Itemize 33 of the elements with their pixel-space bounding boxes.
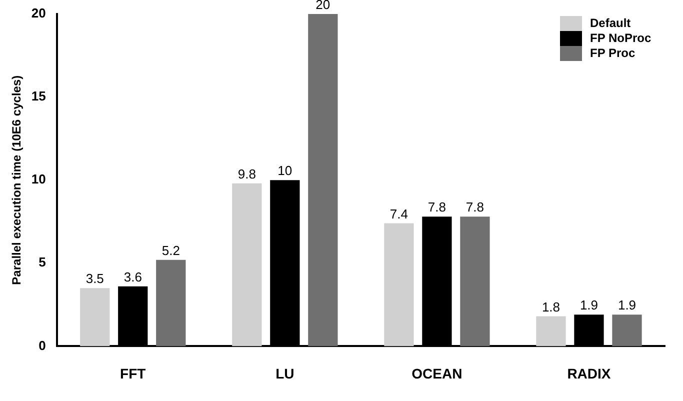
- data-label: 7.8: [466, 200, 484, 215]
- x-tick-label: FFT: [120, 365, 146, 382]
- y-tick-label: 10: [31, 172, 46, 187]
- y-axis-title: Parallel execution time (10E6 cycles): [10, 75, 24, 285]
- legend-label: FP NoProc: [590, 30, 652, 45]
- data-label: 20: [316, 0, 330, 12]
- x-tick-label: RADIX: [567, 365, 612, 382]
- y-tick-label: 5: [38, 254, 46, 270]
- data-label: 10: [278, 163, 292, 178]
- y-tick-label: 20: [31, 6, 46, 21]
- legend-label: Default: [590, 16, 631, 30]
- bar: [232, 183, 262, 346]
- x-tick-label: LU: [276, 365, 294, 382]
- x-tick-label: OCEAN: [412, 365, 462, 382]
- data-label: 1.9: [580, 298, 598, 313]
- legend-label: FP Proc: [590, 46, 636, 60]
- bar: [536, 316, 566, 346]
- bar: [308, 14, 338, 346]
- bar: [80, 288, 110, 346]
- bar: [384, 223, 414, 346]
- bar: [612, 314, 642, 346]
- data-label: 1.9: [618, 298, 636, 313]
- data-label: 9.8: [238, 166, 256, 182]
- data-label: 7.4: [390, 206, 408, 222]
- data-label: 3.5: [86, 271, 104, 286]
- data-label: 3.6: [124, 269, 142, 284]
- y-tick-label: 0: [38, 338, 46, 353]
- y-tick-label: 15: [31, 88, 46, 104]
- data-label: 7.8: [428, 200, 446, 215]
- bar: [156, 260, 186, 346]
- data-label: 5.2: [162, 242, 180, 258]
- bar: [460, 216, 490, 346]
- data-label: 1.8: [542, 299, 560, 314]
